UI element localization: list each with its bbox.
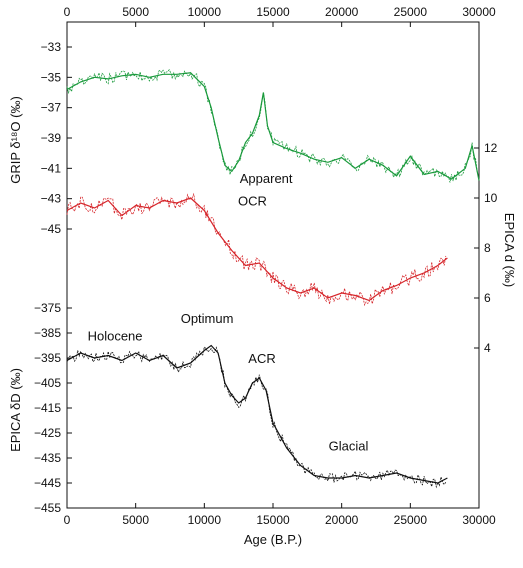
series-line-epica_d [66,197,448,302]
left-y-tick-label: −39 [41,131,62,145]
labels-group: Holocene Optimum Apparent OCR ACR Glacial [88,171,369,454]
series-line-grip [66,72,480,181]
x-tick-label: 15000 [256,513,290,527]
left-y-tick-label: −455 [34,501,61,515]
annotation-apparent: Apparent [240,171,293,186]
left-y-tick-label: −425 [34,426,61,440]
left-y-tick-label: −37 [41,101,62,115]
top-x-tick-label: 20000 [325,5,359,19]
plot-frame [66,21,480,509]
left-y-tick-label: −415 [34,401,61,415]
series-line-epica_dD [66,344,448,484]
annotation-acr: ACR [248,351,275,366]
y-axis-title-epica_d: EPICA d (‰) [502,213,517,287]
x-tick-label: 5000 [122,513,149,527]
series-noise-epica_dD [66,346,447,489]
left-y-tick-label: −435 [34,451,61,465]
series-noise-epica_d [66,192,447,307]
annotation-optimum: Optimum [181,311,234,326]
left-y-tick-label: −385 [34,326,61,340]
top-x-tick-label: 25000 [394,5,428,19]
left-y-tick-label: −445 [34,476,61,490]
right-y-tick-label: 6 [484,291,491,305]
annotation-ocr: OCR [238,194,267,209]
x-tick-label: 20000 [325,513,359,527]
top-x-tick-label: 10000 [188,5,222,19]
right-y-tick-label: 12 [484,141,498,155]
y-axis-title-grip: GRIP δ¹⁸O (‰) [8,96,23,184]
top-x-tick-label: 0 [64,5,71,19]
left-y-tick-label: −405 [34,376,61,390]
axes-group: 0 5000 10000 15000 20000 25000 30000 0 5000 10000… [8,5,517,547]
top-x-tick-label: 15000 [256,5,290,19]
x-axis-title: Age (B.P.) [244,532,302,547]
left-y-tick-label: −35 [41,70,62,84]
top-x-tick-label: 30000 [462,5,496,19]
left-y-tick-label: −45 [41,222,62,236]
annotation-glacial: Glacial [329,439,369,454]
series-group [66,68,480,489]
left-y-tick-label: −41 [41,161,62,175]
top-x-tick-label: 5000 [122,5,149,19]
left-y-tick-label: −395 [34,351,61,365]
left-y-tick-label: −43 [41,192,62,206]
right-y-tick-label: 10 [484,191,498,205]
left-y-tick-label: −375 [34,301,61,315]
right-y-tick-label: 4 [484,341,491,355]
plot-border [66,21,480,509]
x-tick-label: 30000 [462,513,496,527]
x-tick-label: 25000 [394,513,428,527]
left-y-tick-label: −33 [41,40,62,54]
x-tick-label: 0 [64,513,71,527]
y-axis-title-epica_dD: EPICA δD (‰) [8,368,23,452]
series-noise-grip [66,68,478,183]
annotation-holocene: Holocene [88,329,143,344]
x-tick-label: 10000 [188,513,222,527]
right-y-tick-label: 8 [484,241,491,255]
